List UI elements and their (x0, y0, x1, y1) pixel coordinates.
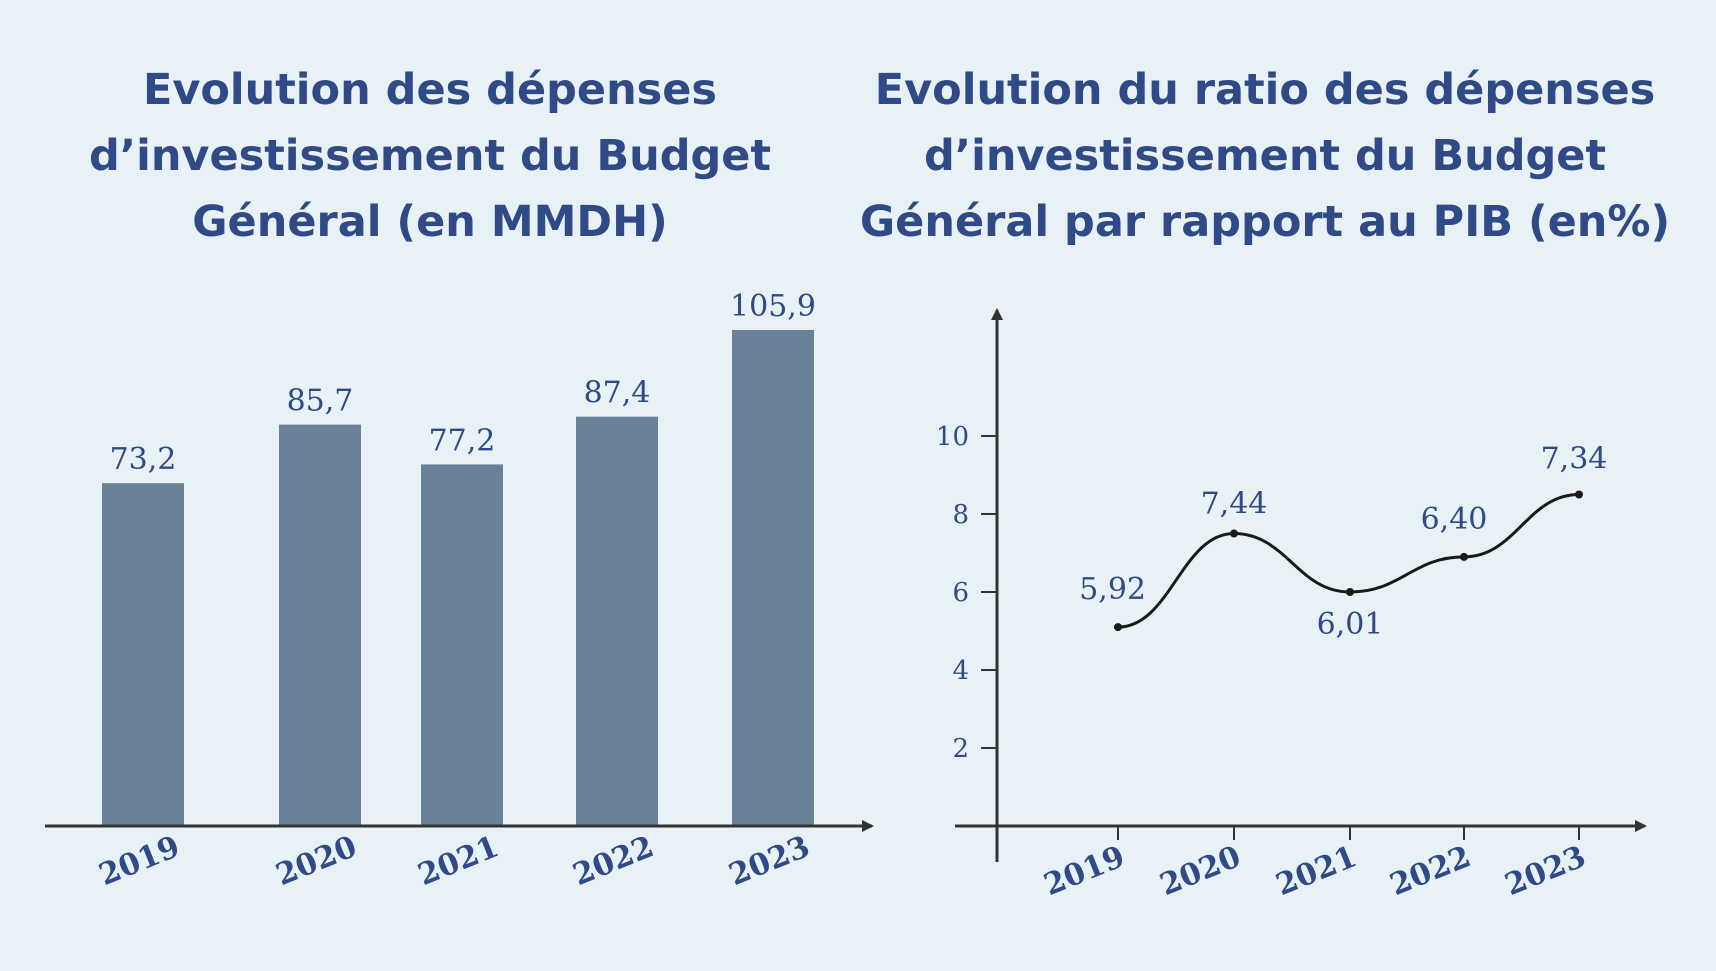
x-tick-label: 2023 (724, 829, 815, 893)
x-tick-label: 2022 (1385, 839, 1476, 903)
y-tick-label: 2 (952, 734, 969, 764)
bar (102, 483, 184, 826)
bar-value-label: 105,9 (730, 289, 816, 324)
bar-value-label: 85,7 (287, 384, 354, 419)
point-value-label: 6,40 (1421, 502, 1488, 537)
data-point (1346, 588, 1354, 596)
x-tick-label: 2020 (271, 829, 362, 893)
x-tick-label: 2022 (568, 829, 659, 893)
y-tick-label: 6 (952, 578, 969, 608)
data-point (1230, 529, 1238, 538)
bar-value-label: 87,4 (584, 376, 651, 411)
bar (732, 330, 814, 826)
x-tick-label: 2021 (413, 829, 504, 893)
data-point (1114, 623, 1122, 632)
y-tick-label: 8 (952, 500, 969, 530)
data-point (1575, 490, 1583, 499)
x-tick-label: 2020 (1155, 839, 1246, 903)
bar (576, 416, 658, 826)
y-tick-label: 10 (936, 422, 969, 452)
x-tick-label: 2019 (94, 829, 185, 893)
bar-value-label: 77,2 (429, 423, 496, 458)
point-value-label: 7,44 (1201, 487, 1268, 522)
bar-chart: 73,2 2019 85,7 2020 77,2 2021 87,4 2022 105,9 202… (45, 289, 874, 893)
x-tick-label: 2021 (1271, 839, 1362, 903)
bar (279, 424, 361, 826)
point-value-label: 5,92 (1079, 572, 1146, 607)
point-value-label: 6,01 (1317, 607, 1384, 642)
series-line (1117, 493, 1580, 629)
line-chart: 2 4 6 8 10 2019 2020 2021 2022 2023 5,92 7,44 6,01 6,… (936, 308, 1647, 903)
bar-value-label: 73,2 (110, 442, 177, 477)
line-chart-title: Evolution du ratio des dépenses d’invest… (859, 65, 1671, 247)
bar (421, 464, 503, 826)
x-tick-label: 2023 (1500, 839, 1591, 903)
y-tick-label: 4 (952, 656, 969, 686)
x-tick-label: 2019 (1039, 839, 1130, 903)
bar-chart-title: Evolution des dépenses d’investissement … (88, 65, 772, 247)
point-value-label: 7,34 (1541, 442, 1608, 477)
data-point (1460, 552, 1468, 561)
